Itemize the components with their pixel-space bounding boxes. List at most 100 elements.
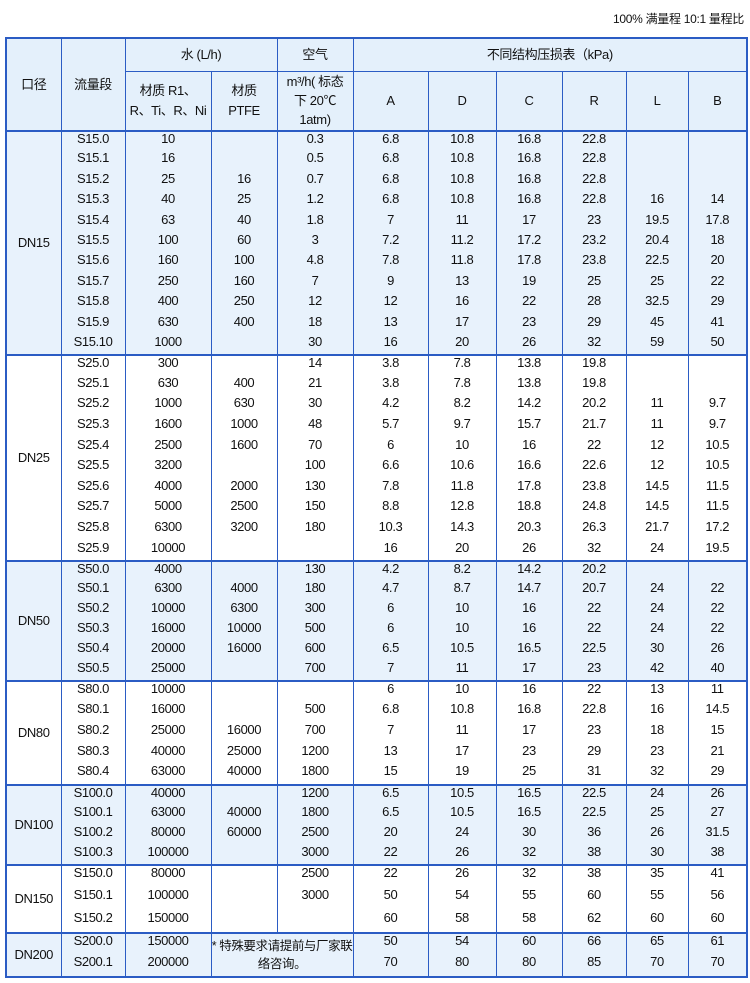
- loss-d-cell: 10.5: [427, 784, 497, 806]
- loss-b-cell: 60: [687, 910, 748, 934]
- flow-range-cell: S50.2: [60, 601, 126, 622]
- caliber-cell: DN100: [5, 784, 62, 866]
- loss-b-cell: 22: [687, 601, 748, 622]
- air-cell: [276, 680, 354, 703]
- loss-a-cell: 6: [352, 621, 429, 642]
- loss-a-cell: 50: [352, 888, 429, 911]
- air-cell: 500: [276, 702, 354, 723]
- loss-l-cell: 21.7: [625, 520, 689, 541]
- loss-d-cell: 10.5: [427, 641, 497, 662]
- loss-c-cell: 58: [495, 910, 563, 934]
- water-ptfe-cell: [210, 458, 278, 479]
- loss-d-cell: 58: [427, 910, 497, 934]
- header-caliber: 口径: [5, 37, 62, 132]
- air-cell: 500: [276, 621, 354, 642]
- loss-a-cell: 9: [352, 273, 429, 295]
- flow-range-cell: S50.4: [60, 641, 126, 662]
- table-row: DN150 S150.0 80000 2500 22 26 32 38 35 41: [5, 864, 748, 934]
- loss-c-cell: 17: [495, 661, 563, 682]
- table-row: S15.10 1000 30 16 20 26 32 59 50: [6, 334, 748, 356]
- loss-d-cell: 10: [427, 601, 497, 622]
- header-structure-l: L: [625, 70, 689, 132]
- loss-a-cell: 6.5: [352, 784, 429, 806]
- loss-a-cell: 50: [352, 932, 429, 956]
- table-row: S50.3 16000 10000 500 6 10 16 22 24 22: [6, 621, 748, 642]
- water-r1-cell: 2500: [124, 437, 212, 459]
- loss-b-cell: 31.5: [687, 825, 748, 846]
- table-row: S25.2 1000 630 30 4.2 8.2 14.2 20.2 11 9.7: [6, 396, 748, 418]
- loss-a-cell: 6.6: [352, 458, 429, 479]
- air-cell: 2500: [276, 825, 354, 846]
- water-ptfe-cell: 160: [210, 273, 278, 295]
- water-ptfe-cell: 25000: [210, 743, 278, 765]
- loss-b-cell: 50: [687, 334, 748, 356]
- loss-a-cell: 6.5: [352, 641, 429, 662]
- loss-c-cell: 32: [495, 864, 563, 888]
- table-row: S25.3 1600 1000 48 5.7 9.7 15.7 21.7 11 9.7: [6, 417, 748, 438]
- flow-range-cell: S200.0: [60, 932, 126, 956]
- loss-a-cell: 4.7: [352, 581, 429, 602]
- flow-range-cell: S150.1: [60, 888, 126, 911]
- table-row: S80.3 40000 25000 1200 13 17 23 29 23 21: [6, 743, 748, 765]
- loss-d-cell: 10.5: [427, 805, 497, 826]
- loss-c-cell: 20.3: [495, 520, 563, 541]
- loss-c-cell: 17.8: [495, 253, 563, 274]
- flow-range-cell: S25.6: [60, 478, 126, 500]
- loss-d-cell: 11: [427, 722, 497, 744]
- loss-l-cell: [625, 151, 689, 172]
- air-cell: [276, 910, 354, 934]
- loss-r-cell: 20.7: [561, 581, 627, 602]
- water-r1-cell: 200000: [124, 955, 212, 978]
- table-row: DN25 S25.0 300 14 3.8 7.8 13.8 19.8: [5, 354, 748, 562]
- loss-a-cell: 6: [352, 437, 429, 459]
- loss-l-cell: 30: [625, 845, 689, 866]
- flow-range-cell: S25.8: [60, 520, 126, 541]
- water-ptfe-cell: 2000: [210, 478, 278, 500]
- loss-r-cell: 23: [561, 722, 627, 744]
- loss-d-cell: 19: [427, 764, 497, 786]
- water-r1-cell: 16: [124, 151, 212, 172]
- water-ptfe-cell: 6300: [210, 601, 278, 622]
- loss-a-cell: 8.8: [352, 499, 429, 521]
- loss-r-cell: 60: [561, 888, 627, 911]
- header-water: 水 (L/h): [124, 37, 278, 72]
- air-cell: 4.8: [276, 253, 354, 274]
- loss-r-cell: 31: [561, 764, 627, 786]
- loss-b-cell: [687, 171, 748, 193]
- loss-a-cell: 6: [352, 680, 429, 703]
- header-flow-range: 流量段: [60, 37, 126, 132]
- table-row: S25.9 10000 16 20 26 32 24 19.5: [6, 540, 748, 562]
- water-r1-cell: 150000: [124, 910, 212, 934]
- water-r1-cell: 25000: [124, 661, 212, 682]
- loss-a-cell: 6.8: [352, 192, 429, 213]
- loss-r-cell: 22.5: [561, 641, 627, 662]
- water-ptfe-cell: [210, 702, 278, 723]
- loss-r-cell: 29: [561, 743, 627, 765]
- loss-d-cell: 26: [427, 864, 497, 888]
- water-r1-cell: 150000: [124, 932, 212, 956]
- caliber-cell: DN200: [5, 932, 62, 978]
- loss-c-cell: 55: [495, 888, 563, 911]
- loss-d-cell: 7.8: [427, 376, 497, 397]
- flow-range-cell: S100.1: [60, 805, 126, 826]
- air-cell: 300: [276, 601, 354, 622]
- loss-b-cell: 38: [687, 845, 748, 866]
- loss-d-cell: 8.2: [427, 396, 497, 418]
- loss-b-cell: 17.8: [687, 212, 748, 233]
- flow-range-cell: S25.2: [60, 396, 126, 418]
- loss-a-cell: 7: [352, 722, 429, 744]
- loss-l-cell: 20.4: [625, 232, 689, 254]
- loss-c-cell: 60: [495, 932, 563, 956]
- loss-r-cell: 22: [561, 601, 627, 622]
- loss-r-cell: 19.8: [561, 354, 627, 376]
- loss-b-cell: 11.5: [687, 499, 748, 521]
- loss-c-cell: 22: [495, 293, 563, 315]
- caliber-cell: DN15: [5, 129, 62, 356]
- loss-c-cell: 16.6: [495, 458, 563, 479]
- flow-range-cell: S50.3: [60, 621, 126, 642]
- loss-b-cell: 19.5: [687, 540, 748, 562]
- loss-d-cell: 10.8: [427, 192, 497, 213]
- loss-b-cell: 26: [687, 784, 748, 806]
- loss-c-cell: 16.8: [495, 702, 563, 723]
- range-caption: 100% 满量程 10:1 量程比: [613, 12, 744, 26]
